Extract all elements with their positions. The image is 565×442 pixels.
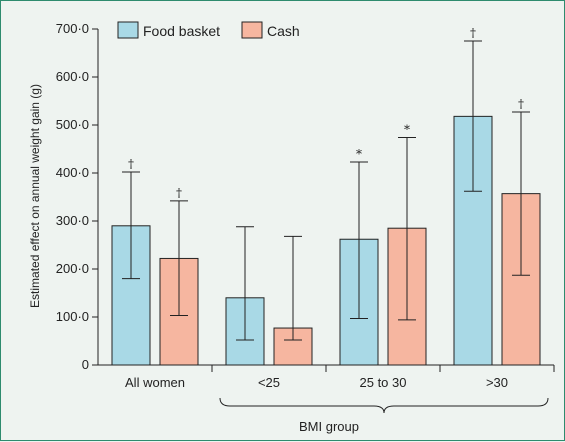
bars-layer: † † * * † †: [111, 26, 541, 366]
y-tick-label-6: 600·0: [56, 69, 89, 84]
y-tick-label-7: 700·0: [56, 21, 89, 36]
significance-mark-0-3: †: [470, 26, 476, 40]
legend-swatch-cash: [241, 21, 263, 39]
x-tick-label-1: <25: [258, 375, 280, 390]
bmi-group-bracket: [219, 397, 549, 414]
y-axis-title: Estimated effect on annual weight gain (…: [28, 84, 42, 308]
y-tick-label-2: 200·0: [56, 261, 89, 276]
x-tick-label-2: 25 to 30: [360, 375, 407, 390]
x-tick-label-0: All women: [125, 375, 185, 390]
x-tick-label-3: >30: [486, 375, 508, 390]
significance-mark-1-0: †: [176, 186, 182, 200]
legend-label-food-basket: Food basket: [143, 23, 220, 39]
significance-mark-1-3: †: [518, 97, 524, 111]
significance-mark-0-2: *: [356, 147, 362, 161]
y-tick-label-0: 0: [82, 357, 89, 372]
significance-mark-0-0: †: [128, 157, 134, 171]
axes-layer: All women <25 25 to 30 >30 0 100·0 200·0 300·0 4…: [56, 21, 555, 390]
significance-mark-1-2: *: [404, 122, 410, 136]
y-tick-label-1: 100·0: [56, 309, 89, 324]
y-tick-label-5: 500·0: [56, 117, 89, 132]
legend-label-cash: Cash: [267, 23, 300, 39]
legend-swatch-food-basket: [117, 21, 139, 39]
y-tick-label-4: 400·0: [56, 165, 89, 180]
y-tick-label-3: 300·0: [56, 213, 89, 228]
x-axis-title: BMI group: [299, 419, 359, 434]
legend: Food basket Cash: [117, 21, 300, 39]
